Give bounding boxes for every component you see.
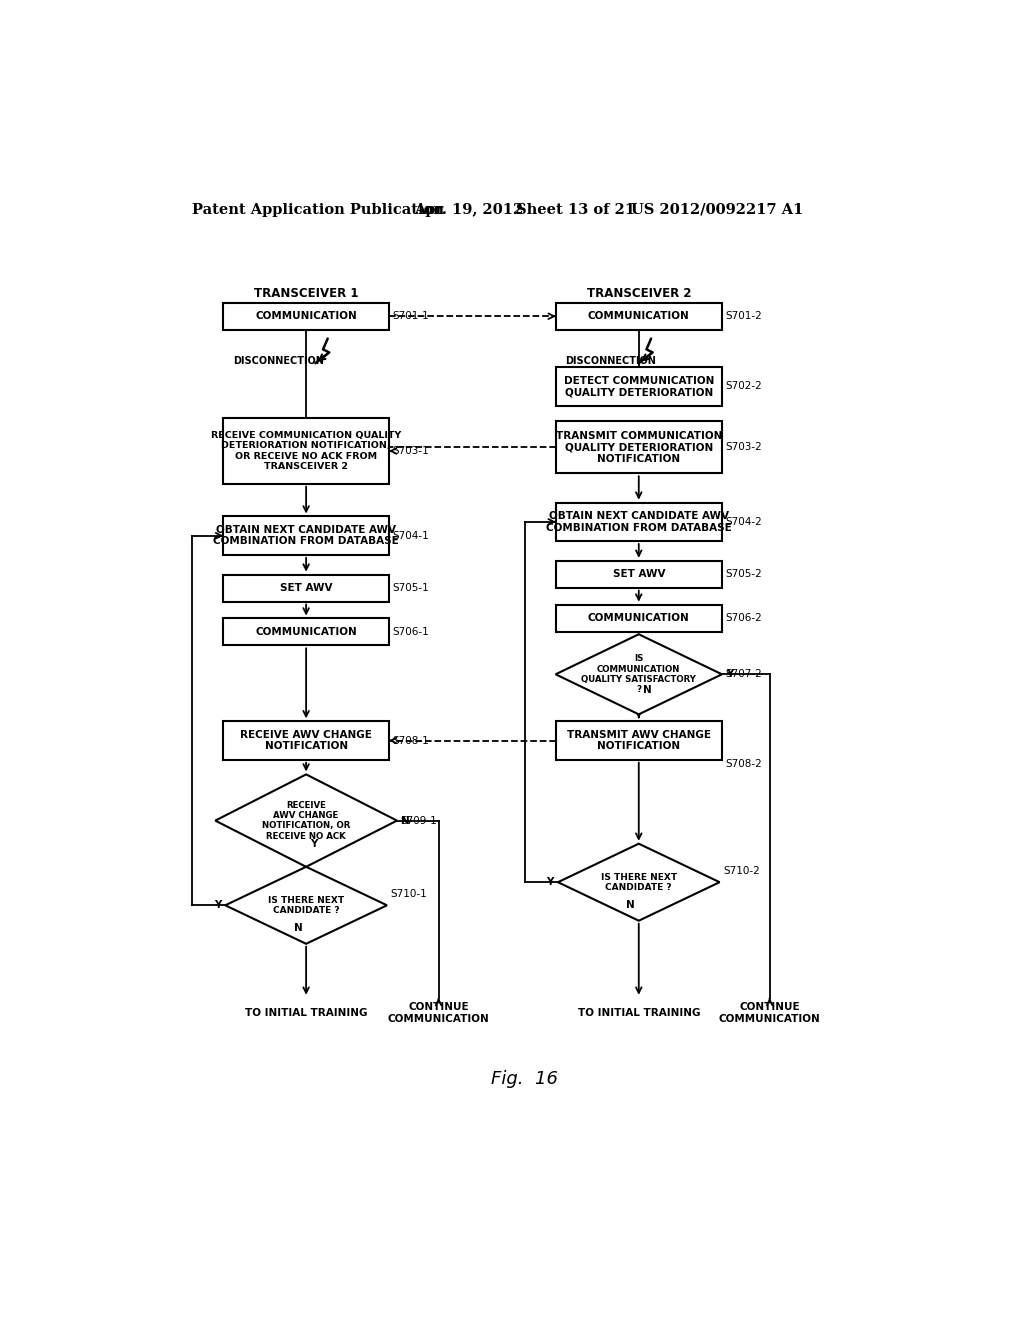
Text: CONTINUE
COMMUNICATION: CONTINUE COMMUNICATION [388, 1002, 489, 1024]
Text: S706-2: S706-2 [725, 612, 762, 623]
Text: Y: Y [310, 838, 317, 849]
Polygon shape [215, 775, 397, 867]
FancyBboxPatch shape [223, 619, 389, 645]
Text: S706-1: S706-1 [393, 627, 429, 638]
FancyBboxPatch shape [556, 561, 722, 587]
Text: TRANSCEIVER 1: TRANSCEIVER 1 [254, 286, 358, 300]
Text: Y: Y [726, 669, 733, 680]
Text: S708-1: S708-1 [393, 735, 429, 746]
Text: TO INITIAL TRAINING: TO INITIAL TRAINING [245, 1008, 368, 1018]
Text: RECEIVE
AWV CHANGE
NOTIFICATION, OR
RECEIVE NO ACK: RECEIVE AWV CHANGE NOTIFICATION, OR RECE… [262, 800, 350, 841]
Text: Y: Y [214, 900, 221, 911]
Text: IS THERE NEXT
CANDIDATE ?: IS THERE NEXT CANDIDATE ? [601, 873, 677, 892]
Text: Patent Application Publication: Patent Application Publication [193, 203, 444, 216]
Text: RECEIVE AWV CHANGE
NOTIFICATION: RECEIVE AWV CHANGE NOTIFICATION [241, 730, 372, 751]
Text: S702-2: S702-2 [725, 381, 762, 391]
Text: S701-2: S701-2 [725, 312, 762, 321]
Text: S708-2: S708-2 [725, 759, 762, 768]
FancyBboxPatch shape [223, 418, 389, 483]
Text: S704-1: S704-1 [393, 531, 429, 541]
Text: N: N [643, 685, 651, 694]
Text: TRANSCEIVER 2: TRANSCEIVER 2 [587, 286, 691, 300]
FancyBboxPatch shape [556, 302, 722, 330]
Polygon shape [558, 843, 720, 921]
Text: Y: Y [547, 878, 554, 887]
Text: Fig.  16: Fig. 16 [492, 1069, 558, 1088]
Text: DISCONNECTION: DISCONNECTION [565, 356, 656, 366]
Text: S703-2: S703-2 [725, 442, 762, 453]
Text: S710-2: S710-2 [724, 866, 760, 875]
Text: Sheet 13 of 21: Sheet 13 of 21 [515, 203, 635, 216]
Text: S705-2: S705-2 [725, 569, 762, 579]
Text: COMMUNICATION: COMMUNICATION [255, 312, 357, 321]
FancyBboxPatch shape [556, 605, 722, 631]
Text: SET AWV: SET AWV [280, 583, 333, 593]
Text: OBTAIN NEXT CANDIDATE AWV
COMBINATION FROM DATABASE: OBTAIN NEXT CANDIDATE AWV COMBINATION FR… [546, 511, 731, 533]
Text: N: N [400, 816, 410, 825]
Text: US 2012/0092217 A1: US 2012/0092217 A1 [631, 203, 804, 216]
Text: COMMUNICATION: COMMUNICATION [588, 612, 689, 623]
FancyBboxPatch shape [223, 721, 389, 760]
Text: IS
COMMUNICATION
QUALITY SATISFACTORY
?: IS COMMUNICATION QUALITY SATISFACTORY ? [582, 655, 696, 694]
Text: S701-1: S701-1 [393, 312, 429, 321]
Text: DISCONNECTION: DISCONNECTION [233, 356, 324, 366]
Text: OBTAIN NEXT CANDIDATE AWV
COMBINATION FROM DATABASE: OBTAIN NEXT CANDIDATE AWV COMBINATION FR… [213, 525, 399, 546]
Text: N: N [294, 924, 302, 933]
Text: SET AWV: SET AWV [612, 569, 665, 579]
Text: RECEIVE COMMUNICATION QUALITY
DETERIORATION NOTIFICATION,
OR RECEIVE NO ACK FROM: RECEIVE COMMUNICATION QUALITY DETERIORAT… [211, 430, 401, 471]
Text: TRANSMIT AWV CHANGE
NOTIFICATION: TRANSMIT AWV CHANGE NOTIFICATION [566, 730, 711, 751]
Text: S707-2: S707-2 [726, 669, 763, 680]
Text: S709-1: S709-1 [400, 816, 437, 825]
Text: CONTINUE
COMMUNICATION: CONTINUE COMMUNICATION [719, 1002, 820, 1024]
Text: S710-1: S710-1 [391, 888, 428, 899]
FancyBboxPatch shape [556, 367, 722, 405]
FancyBboxPatch shape [556, 721, 722, 760]
FancyBboxPatch shape [223, 574, 389, 602]
Text: Apr. 19, 2012: Apr. 19, 2012 [414, 203, 523, 216]
Text: TO INITIAL TRAINING: TO INITIAL TRAINING [578, 1008, 700, 1018]
FancyBboxPatch shape [223, 516, 389, 554]
Polygon shape [556, 635, 722, 714]
Polygon shape [225, 867, 387, 944]
Text: S705-1: S705-1 [393, 583, 429, 593]
FancyBboxPatch shape [556, 503, 722, 541]
FancyBboxPatch shape [223, 302, 389, 330]
Text: N: N [626, 900, 635, 911]
Text: S704-2: S704-2 [725, 517, 762, 527]
Text: COMMUNICATION: COMMUNICATION [255, 627, 357, 638]
Text: S703-1: S703-1 [393, 446, 429, 455]
Text: IS THERE NEXT
CANDIDATE ?: IS THERE NEXT CANDIDATE ? [268, 895, 344, 915]
Text: TRANSMIT COMMUNICATION
QUALITY DETERIORATION
NOTIFICATION: TRANSMIT COMMUNICATION QUALITY DETERIORA… [556, 430, 722, 463]
Text: COMMUNICATION: COMMUNICATION [588, 312, 689, 321]
FancyBboxPatch shape [556, 421, 722, 474]
Text: DETECT COMMUNICATION
QUALITY DETERIORATION: DETECT COMMUNICATION QUALITY DETERIORATI… [563, 375, 714, 397]
